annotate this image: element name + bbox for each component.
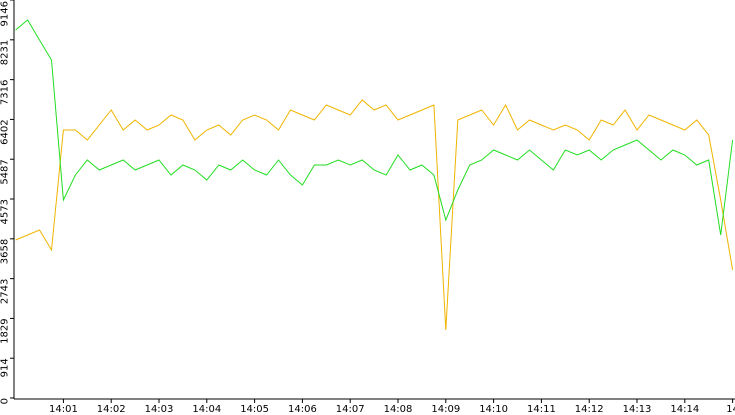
- x-tick-label: 14:03: [145, 404, 174, 415]
- x-tick-label: 14:09: [431, 404, 460, 415]
- y-tick-label: 1829: [0, 318, 10, 343]
- x-tick-label: 14:06: [288, 404, 317, 415]
- y-tick-label: 0: [0, 398, 10, 404]
- x-tick-label: 14:14: [670, 404, 699, 415]
- y-tick-label: 4573: [0, 199, 10, 224]
- x-tick-label: 14:08: [384, 404, 413, 415]
- x-tick-label: 14:12: [575, 404, 604, 415]
- y-tick-label: 7316: [0, 80, 10, 105]
- x-tick-label: 14:05: [240, 404, 269, 415]
- y-tick-label: 914: [0, 358, 10, 377]
- x-tick-label: 14:01: [49, 404, 78, 415]
- y-tick-label: 8231: [0, 40, 10, 65]
- y-tick-label: 9146: [0, 1, 10, 26]
- y-tick-label: 6402: [0, 119, 10, 144]
- series-line: [15, 99, 734, 331]
- x-tick-label: 14:11: [527, 404, 556, 415]
- x-tick-label: 14:10: [479, 404, 508, 415]
- x-tick-label: 14:02: [97, 404, 126, 415]
- y-tick-label: 2743: [0, 279, 10, 304]
- series-line: [15, 19, 734, 236]
- y-tick-label: 5487: [0, 159, 10, 184]
- x-tick-label: 14:13: [623, 404, 652, 415]
- x-tick-label: 14:04: [192, 404, 221, 415]
- x-tick-label: 14: [726, 404, 735, 415]
- y-tick-label: 3658: [0, 239, 10, 264]
- x-tick-label: 14:07: [336, 404, 365, 415]
